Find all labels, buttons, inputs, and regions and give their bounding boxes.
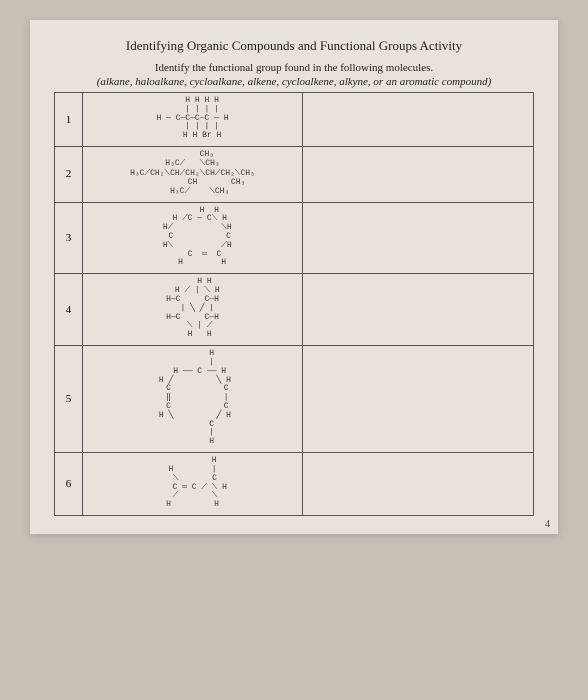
structure-5: H | H —— C —— H H ╱ ╲ H C C ‖ | C C H ╲ … <box>154 350 231 447</box>
worksheet-page: Identifying Organic Compounds and Functi… <box>30 20 558 534</box>
structure-cell: H H H ⟋C — C⟍ H H⟋ ⟍H C C H⟍ ⟋H C ═ C H … <box>83 202 303 274</box>
answer-cell <box>303 274 534 346</box>
compound-types: (alkane, haloalkane, cycloalkane, alkene… <box>54 76 534 88</box>
answer-cell <box>303 93 534 147</box>
structure-2b: H₃C⟋CH₂⟍CH⟋CH₂⟍CH⟋CH₂⟍CH₃ CH CH₃ H₃C⟋ ⟍C… <box>130 170 255 196</box>
page-title: Identifying Organic Compounds and Functi… <box>54 38 534 54</box>
row-number: 6 <box>55 453 83 516</box>
row-number: 1 <box>55 93 83 147</box>
row-number: 2 <box>55 147 83 202</box>
structure-2a: CH₃ H₃C⟋ ⟍CH₃ <box>165 151 219 169</box>
table-row: 6 H H | ⟍ C C ═ C ⟋ ⟍ H ⟋ ⟍ H H <box>55 453 534 516</box>
answer-cell <box>303 453 534 516</box>
answer-cell <box>303 147 534 202</box>
table-row: 5 H | H —— C —— H H ╱ ╲ H C C ‖ | C C H … <box>55 346 534 453</box>
answer-cell <box>303 346 534 453</box>
table-row: 1 H H H H | | | | H — C—C—C—C — H | | | … <box>55 93 534 147</box>
table-row: 2 CH₃ H₃C⟋ ⟍CH₃ H₃C⟋CH₂⟍CH⟋CH₂⟍CH⟋CH₂⟍CH… <box>55 147 534 202</box>
structure-cell: H H H H | | | | H — C—C—C—C — H | | | | … <box>83 93 303 147</box>
structure-cell: H H | ⟍ C C ═ C ⟋ ⟍ H ⟋ ⟍ H H <box>83 453 303 516</box>
page-subtitle: Identify the functional group found in t… <box>54 62 534 74</box>
structure-3: H H H ⟋C — C⟍ H H⟋ ⟍H C C H⟍ ⟋H C ═ C H … <box>153 207 231 269</box>
structure-4: H H H ⟋ | ⟍ H H—C C—H | ╲ ╱ | H—C C—H ⟍ … <box>165 278 219 340</box>
structure-1: H H H H | | | | H — C—C—C—C — H | | | | … <box>156 97 228 141</box>
table-row: 4 H H H ⟋ | ⟍ H H—C C—H | ╲ ╱ | H—C C—H … <box>55 274 534 346</box>
answer-cell <box>303 202 534 274</box>
compound-table: 1 H H H H | | | | H — C—C—C—C — H | | | … <box>54 92 534 516</box>
structure-cell: H | H —— C —— H H ╱ ╲ H C C ‖ | C C H ╲ … <box>83 346 303 453</box>
row-number: 4 <box>55 274 83 346</box>
page-number: 4 <box>545 519 550 530</box>
structure-cell: H H H ⟋ | ⟍ H H—C C—H | ╲ ╱ | H—C C—H ⟍ … <box>83 274 303 346</box>
row-number: 3 <box>55 202 83 274</box>
row-number: 5 <box>55 346 83 453</box>
structure-6: H H | ⟍ C C ═ C ⟋ ⟍ H ⟋ ⟍ H H <box>158 457 227 510</box>
table-row: 3 H H H ⟋C — C⟍ H H⟋ ⟍H C C H⟍ ⟋H C ═ C … <box>55 202 534 274</box>
structure-cell: CH₃ H₃C⟋ ⟍CH₃ H₃C⟋CH₂⟍CH⟋CH₂⟍CH⟋CH₂⟍CH₃ … <box>83 147 303 202</box>
